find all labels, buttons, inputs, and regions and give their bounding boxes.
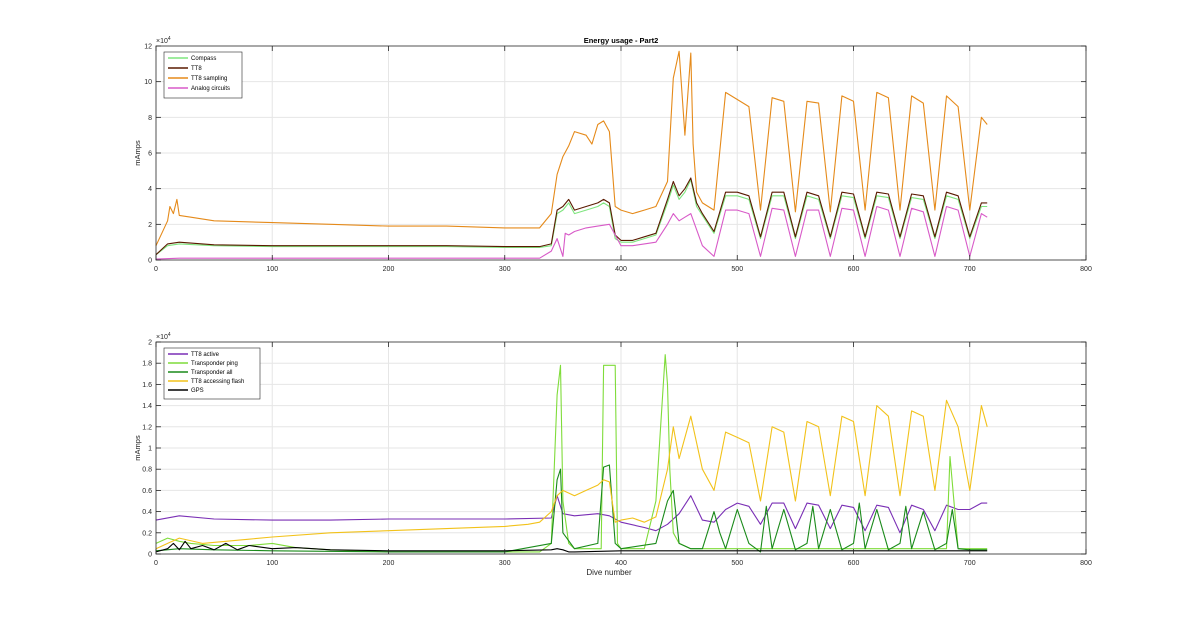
series-line-tt8-accessing-flash: [155, 399, 988, 550]
y-tick-label: 0: [148, 258, 152, 265]
legend: TT8 active Transponder ping Transponder al…: [163, 347, 261, 400]
series-line-tt8-sampling: [155, 50, 988, 246]
x-tick-label: 0: [154, 266, 158, 273]
y-tick-label: 6: [148, 151, 152, 158]
series-line-tt8: [155, 177, 988, 256]
series-line-transponder-all: [155, 464, 988, 553]
legend-label: Compass: [191, 56, 216, 62]
y-tick-label: 8: [148, 115, 152, 122]
x-tick-label: 700: [964, 266, 976, 273]
y-tick-label: 0.4: [142, 509, 152, 516]
legend-label: TT8 sampling: [191, 76, 227, 82]
x-tick-label: 200: [383, 560, 395, 567]
x-tick-label: 0: [154, 560, 158, 567]
x-tick-label: 600: [848, 266, 860, 273]
y-tick-label: 1.6: [142, 382, 152, 389]
series-line-analog-circuits: [155, 205, 988, 260]
y-tick-label: 1: [148, 446, 152, 453]
series-line-compass: [155, 179, 988, 256]
y-multiplier-exponent: 4: [168, 36, 171, 42]
y-tick-label: 2: [148, 340, 152, 347]
legend-box: [163, 51, 243, 99]
y-tick-label: 0.2: [142, 530, 152, 537]
x-axis-label: Dive number: [586, 568, 632, 577]
x-tick-label: 100: [266, 560, 278, 567]
x-tick-label: 800: [1080, 560, 1092, 567]
legend-label: Analog circuits: [191, 86, 230, 92]
y-tick-label: 2: [148, 222, 152, 229]
chart-title: Energy usage - Part2: [584, 36, 659, 45]
x-tick-label: 700: [964, 560, 976, 567]
y-axis-label: mAmps: [133, 435, 142, 461]
x-tick-label: 300: [499, 560, 511, 567]
y-multiplier: ×104: [156, 332, 171, 341]
series-line-gps: [155, 540, 988, 553]
y-tick-label: 0.6: [142, 488, 152, 495]
y-tick-label: 1.8: [142, 361, 152, 368]
y-tick-label: 0: [148, 552, 152, 559]
y-tick-label: 12: [144, 44, 152, 51]
x-tick-label: 500: [731, 560, 743, 567]
legend-label: Transponder all: [191, 370, 232, 376]
y-tick-label: 1.4: [142, 403, 152, 410]
x-tick-label: 100: [266, 266, 278, 273]
y-tick-label: 4: [148, 186, 152, 193]
legend-label: TT8: [191, 66, 202, 72]
x-tick-label: 800: [1080, 266, 1092, 273]
y-multiplier-exponent: 4: [168, 332, 171, 338]
legend-label: TT8 active: [191, 352, 220, 358]
series-line-tt8-active: [155, 495, 988, 534]
chart-dive-currents: 0 100 200 300 400 500 600 700 800 0 0.2 0.4 0.6 0.8 1 1…: [133, 332, 1092, 577]
x-tick-label: 600: [848, 560, 860, 567]
y-tick-label: 10: [144, 79, 152, 86]
y-axis-label: mAmps: [133, 140, 142, 166]
y-tick-label: 0.8: [142, 467, 152, 474]
legend-label: Transponder ping: [191, 361, 238, 367]
x-tick-label: 300: [499, 266, 511, 273]
legend: Compass TT8 TT8 sampling Analog circuits: [163, 51, 243, 99]
legend-label: GPS: [191, 388, 204, 394]
x-tick-label: 400: [615, 266, 627, 273]
x-tick-label: 200: [383, 266, 395, 273]
y-tick-label: 1.2: [142, 424, 152, 431]
x-tick-label: 500: [731, 266, 743, 273]
y-multiplier: ×104: [156, 36, 171, 45]
x-tick-label: 400: [615, 560, 627, 567]
legend-label: TT8 accessing flash: [191, 379, 244, 385]
chart-energy-usage-part2: 0 100 200 300 400 500 600 700 800 0 2 4 6 8 10 12 ×104 En…: [133, 36, 1092, 273]
